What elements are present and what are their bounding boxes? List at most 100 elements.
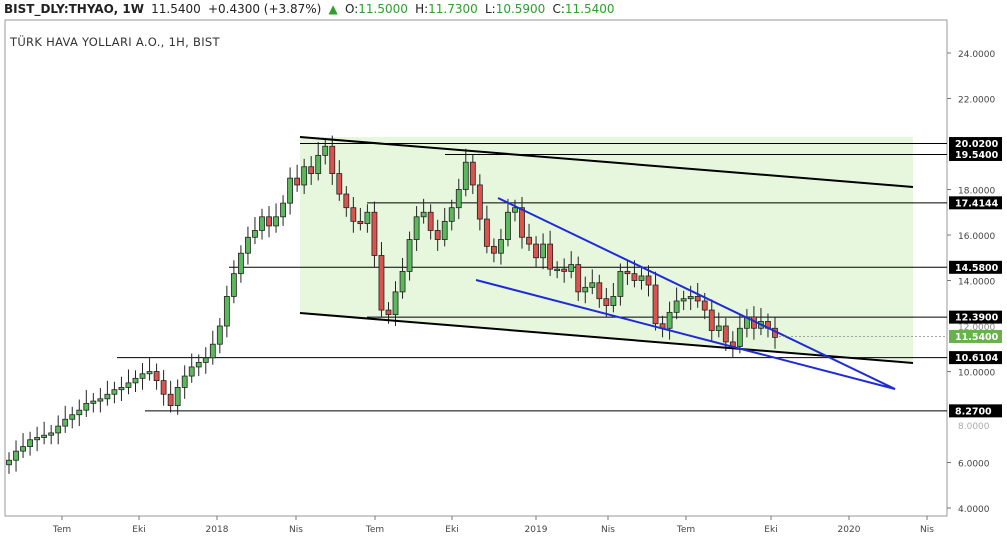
x-tick-label: Tem [676, 525, 695, 535]
price-tag-label: 20.0200 [955, 139, 999, 150]
candle-body-55 [392, 291, 399, 316]
price-tag-box [949, 196, 1002, 210]
candle-body-96 [680, 298, 687, 302]
close-value: 11.5400 [564, 2, 615, 16]
candle-body-78 [554, 268, 561, 272]
open-value: 11.5000 [358, 2, 408, 16]
y-tick-label: 10.0000 [958, 369, 995, 379]
channel-lower-line [299, 312, 914, 364]
candle-body-5 [41, 434, 48, 438]
y-tick-label: 24.0000 [958, 50, 995, 60]
candle-body-1 [13, 450, 19, 461]
candle-body-42 [301, 166, 308, 186]
candle-body-86 [610, 296, 617, 306]
price-tag-label: 8.2700 [955, 406, 992, 417]
candle-body-84 [596, 282, 603, 300]
candle-body-6 [48, 432, 55, 436]
candle-body-63 [448, 207, 455, 222]
candle-body-51 [364, 211, 371, 225]
candle-body-8 [62, 418, 69, 427]
candle-body-34 [245, 236, 251, 254]
candle-body-46 [329, 145, 336, 174]
y-tick-label-faint-8: 8.0000 [958, 422, 990, 432]
candle-body-10 [76, 409, 83, 416]
x-tick-label: Nis [601, 525, 615, 535]
price-tag-label: 14.5800 [955, 263, 999, 274]
candle-body-12 [90, 400, 97, 404]
x-tick-label: Nis [289, 525, 303, 535]
last-price: 11.5400 [151, 2, 201, 16]
candle-body-67 [476, 184, 483, 220]
candle-body-100 [708, 309, 715, 331]
price-tag-label: 19.5400 [955, 150, 999, 161]
x-tick-label: Tem [365, 525, 384, 535]
candle-body-36 [259, 216, 265, 231]
candle-body-98 [694, 296, 701, 302]
open-label: O: [344, 2, 359, 16]
high-value: 11.7300 [428, 2, 478, 16]
candle-body-48 [343, 193, 350, 209]
candle-body-66 [469, 161, 476, 186]
candle-body-75 [533, 243, 539, 259]
x-tick-label: Eki [445, 525, 458, 535]
candle-body-90 [638, 275, 645, 281]
x-tick-label: 2019 [525, 525, 548, 535]
candle-body-2 [20, 446, 26, 452]
candle-body-87 [617, 270, 624, 297]
candle-body-104 [736, 327, 743, 347]
candle-body-70 [498, 239, 504, 254]
price-tag-box [949, 137, 1002, 151]
candle-body-18 [132, 377, 139, 384]
price-tag-box [949, 310, 1002, 324]
candle-body-50 [357, 220, 364, 225]
candle-body-59 [420, 211, 427, 218]
y-tick-label: 4.0000 [958, 505, 990, 515]
candle-body-4 [34, 437, 41, 441]
close-label: C: [552, 2, 565, 16]
candle-body-0 [6, 459, 12, 466]
x-tick-label: Eki [132, 525, 145, 535]
high-label: H: [415, 2, 429, 16]
y-tick-label: 18.0000 [958, 187, 995, 197]
candle-body-37 [266, 216, 272, 227]
candle-body-94 [666, 311, 673, 329]
candle-body-68 [483, 218, 490, 247]
candle-body-52 [371, 211, 378, 256]
candle-body-30 [216, 325, 223, 345]
price-tag-label: 10.6104 [955, 353, 999, 364]
candle-body-27 [195, 361, 202, 368]
candle-body-49 [350, 207, 357, 222]
price-tag-label: 12.3900 [955, 313, 999, 324]
candle-body-17 [125, 382, 132, 388]
price-tag-box [949, 260, 1002, 274]
candle-body-43 [308, 166, 315, 174]
price-tag-box [949, 147, 1002, 161]
candle-body-21 [153, 371, 160, 382]
candle-body-62 [441, 220, 448, 240]
candle-body-23 [167, 393, 174, 407]
candle-body-32 [230, 273, 237, 297]
candle-body-61 [434, 230, 441, 240]
candle-body-73 [519, 207, 525, 238]
candle-body-44 [315, 154, 322, 174]
candle-body-3 [27, 439, 33, 447]
candle-body-69 [490, 245, 497, 254]
symbol-label[interactable]: BIST_DLY:THYAO, 1W [4, 2, 144, 16]
candle-body-81 [575, 264, 582, 293]
chart-subtitle: TÜRK HAVA YOLLARI A.O., 1H, BIST [10, 35, 220, 49]
candle-body-41 [294, 177, 301, 186]
candle-body-89 [631, 273, 638, 281]
candle-body-60 [427, 211, 434, 231]
y-tick-label: 14.0000 [958, 278, 995, 288]
candle-body-71 [505, 211, 511, 240]
candle-body-15 [111, 389, 118, 395]
candle-body-56 [399, 270, 406, 293]
candle-body-22 [160, 380, 167, 395]
x-tick-label: Nis [920, 525, 934, 535]
candle-body-13 [97, 398, 104, 402]
candle-body-58 [413, 216, 420, 240]
candle-body-102 [722, 325, 729, 343]
change-arrow-icon: ▲ [328, 2, 338, 16]
candle-body-82 [582, 286, 589, 293]
